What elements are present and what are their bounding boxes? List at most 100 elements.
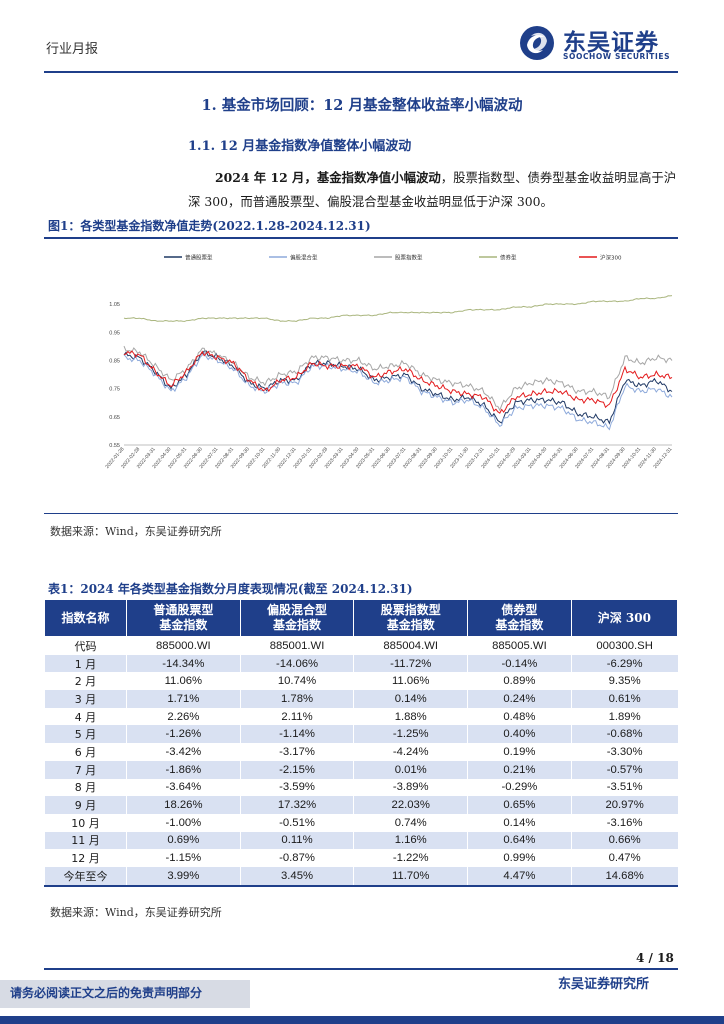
table-cell: -0.87% [239,849,354,867]
table-cell: -2.15% [239,760,354,779]
table-cell: 0.19% [467,743,572,761]
row-label: 5 月 [44,725,127,744]
table-cell: 0.21% [467,760,572,779]
table-row: 7 月 -1.86% -2.15% 0.01% 0.21% -0.57% [44,760,678,779]
table-cell: -0.68% [570,725,678,744]
table-cell: -0.29% [467,778,572,797]
monthly-performance-table: 指数名称 普通股票型 基金指数 偏股混合型 基金指数 股票指数型 基金指数 债券型 基金… [44,599,679,887]
table-cell: 0.40% [467,725,572,744]
table-cell: -0.51% [239,813,354,832]
table-cell: 0.65% [467,796,572,814]
table-header-l2: 基金指数 [159,618,208,632]
table-cell: -0.14% [467,654,572,673]
table-header-l1: 普通股票型 [153,603,214,617]
table-cell: 11.06% [126,672,241,691]
logo-chinese-name: 东吴证券 [563,30,659,56]
row-label: 2 月 [44,672,127,691]
row-label: 7 月 [44,760,127,779]
table-header-l2: 基金指数 [273,618,322,632]
subsection-heading: 1.1. 12 月基金指数净值整体小幅波动 [188,139,412,154]
footer-rule [44,968,678,970]
table-header: 偏股混合型 基金指数 [239,599,355,637]
table-row: 6 月 -3.42% -3.17% -4.24% 0.19% -3.30% [44,743,678,761]
legend-label: 股票指数型 [395,254,423,262]
table-cell: -3.51% [570,778,678,797]
series-line [123,350,673,425]
series-line [123,350,673,414]
nav-trend-chart: 0.550.650.750.850.951.052022-01-282022-0… [104,254,673,470]
table-cell: -11.72% [353,654,468,673]
table-cell: 1.71% [126,690,241,708]
table-header-l2: 基金指数 [386,618,435,632]
table-cell: -1.22% [353,849,468,867]
table-row: 10 月 -1.00% -0.51% 0.74% 0.14% -3.16% [44,813,678,832]
y-tick-label: 0.75 [109,387,120,393]
section-heading: 1. 基金市场回顾：12 月基金整体收益率小幅波动 [201,97,523,114]
row-label: 6 月 [44,743,127,761]
table-row: 代码 885000.WI 885001.WI 885004.WI 885005.WI 00… [44,636,678,655]
logo-english-name: SOOCHOW SECURITIES [563,52,671,61]
series-line [123,351,673,431]
table-cell: 0.11% [239,831,354,850]
table-cell: 20.97% [570,796,678,814]
table-header-l1: 股票指数型 [380,603,441,617]
table-row: 9 月 18.26% 17.32% 22.03% 0.65% 20.97% [44,796,678,814]
table-cell: 0.74% [353,813,468,832]
disclaimer-text: 请务必阅读正文之后的免责声明部分 [10,986,203,1000]
footer-firm-name: 东吴证券研究所 [558,977,650,992]
table-header-l1: 债券型 [501,603,538,617]
table-cell: 3.99% [126,866,241,887]
table-cell: 1.88% [353,707,468,726]
table-cell: 9.35% [570,672,678,691]
table-cell: -1.15% [126,849,241,867]
table-cell: -1.14% [239,725,354,744]
table-cell: 0.69% [126,831,241,850]
table-cell: 0.64% [467,831,572,850]
table-cell: 2.11% [239,707,354,726]
para-lead: 2024 年 12 月， [215,170,317,185]
table-header: 股票指数型 基金指数 [353,599,469,637]
table-cell: 0.47% [570,849,678,867]
table-row: 1 月 -14.34% -14.06% -11.72% -0.14% -6.29% [44,654,678,673]
table-cell: 22.03% [353,796,468,814]
table-cell: 885001.WI [239,636,354,655]
header-rule [44,71,678,73]
legend-label: 债券型 [500,254,517,262]
row-label: 10 月 [44,813,127,832]
legend-label: 偏股混合型 [290,254,318,262]
y-tick-label: 0.85 [109,358,120,364]
y-tick-label: 1.05 [109,302,120,308]
disclaimer-band [0,980,250,1008]
row-label: 4 月 [44,707,127,726]
table-row: 5 月 -1.26% -1.14% -1.25% 0.40% -0.68% [44,725,678,744]
table-row: 4 月 2.26% 2.11% 1.88% 0.48% 1.89% [44,707,678,726]
table-row: 12 月 -1.15% -0.87% -1.22% 0.99% 0.47% [44,849,678,867]
row-label: 8 月 [44,778,127,797]
table-header: 债券型 基金指数 [467,599,572,637]
table-header-l1: 偏股混合型 [267,603,328,617]
table-cell: 1.78% [239,690,354,708]
table-header-row: 指数名称 普通股票型 基金指数 偏股混合型 基金指数 股票指数型 基金指数 债券型 基金… [44,599,679,637]
row-label: 9 月 [44,796,127,814]
table-cell: 0.61% [570,690,678,708]
table-row: 11 月 0.69% 0.11% 1.16% 0.64% 0.66% [44,831,678,850]
bottom-bar [0,1016,724,1024]
table-header: 普通股票型 基金指数 [126,599,241,637]
table-cell: -3.30% [570,743,678,761]
table-cell: 11.70% [353,866,468,887]
row-label: 11 月 [44,831,127,850]
row-label: 代码 [44,636,127,655]
table-cell: 1.16% [353,831,468,850]
table-header: 沪深 300 [570,599,679,637]
table-cell: 2.26% [126,707,241,726]
table-row: 2 月 11.06% 10.74% 11.06% 0.89% 9.35% [44,672,678,691]
legend-label: 普通股票型 [185,254,213,262]
table-cell: 885000.WI [126,636,241,655]
table-cell: -1.00% [126,813,241,832]
table-row: 3 月 1.71% 1.78% 0.14% 0.24% 0.61% [44,690,678,708]
table-cell: 0.48% [467,707,572,726]
table-source: 数据来源：Wind，东吴证券研究所 [50,906,222,919]
table-cell: 0.14% [467,813,572,832]
table-cell: 885004.WI [353,636,468,655]
soochow-logo-icon [520,26,554,60]
